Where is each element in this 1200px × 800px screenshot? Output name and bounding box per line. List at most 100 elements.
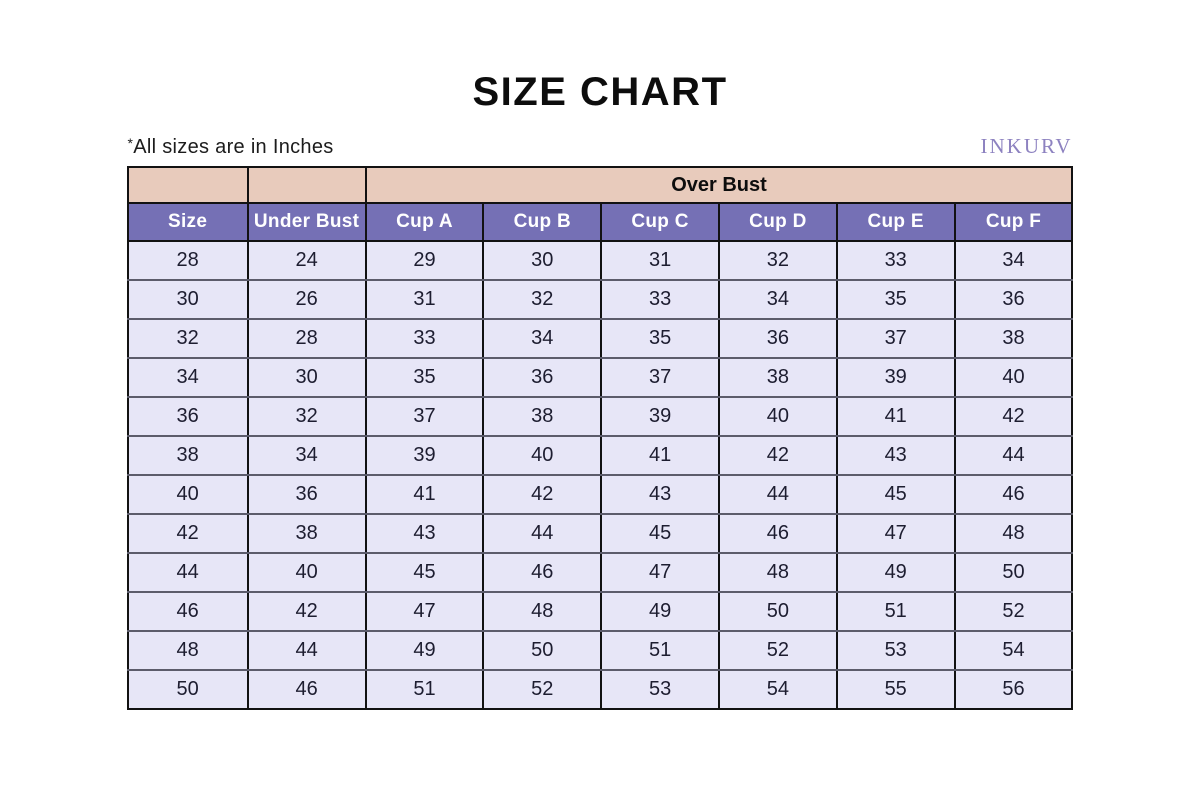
table-cell: 34 — [482, 318, 603, 359]
table-cell: 31 — [600, 240, 720, 281]
table-cell: 38 — [718, 357, 838, 398]
table-cell: 44 — [953, 435, 1074, 476]
table-cell: 42 — [718, 435, 838, 476]
column-header-cup-c: Cup C — [600, 202, 720, 242]
column-header-size: Size — [126, 202, 249, 242]
table-cell: 31 — [364, 279, 485, 320]
page-title: SIZE CHART — [472, 70, 728, 114]
table-cell: 32 — [126, 318, 249, 359]
table-cell: 50 — [126, 669, 249, 710]
table-cell: 45 — [364, 552, 485, 593]
column-header-cup-b: Cup B — [482, 202, 603, 242]
table-cell: 33 — [835, 240, 956, 281]
table-cell: 46 — [246, 669, 367, 710]
table-cell: 42 — [126, 513, 249, 554]
table-cell: 37 — [364, 396, 485, 437]
table-cell: 42 — [246, 591, 367, 632]
table-cell: 33 — [600, 279, 720, 320]
column-header-cup-f: Cup F — [953, 202, 1074, 242]
table-cell: 55 — [835, 669, 956, 710]
table-cell: 38 — [126, 435, 249, 476]
table-cell: 43 — [364, 513, 485, 554]
table-cell: 30 — [482, 240, 603, 281]
table-cell: 34 — [953, 240, 1074, 281]
table-cell: 49 — [600, 591, 720, 632]
table-cell: 52 — [482, 669, 603, 710]
table-cell: 41 — [600, 435, 720, 476]
table-cell: 34 — [246, 435, 367, 476]
table-row: 38 34 39 40 41 42 43 44 — [126, 435, 1074, 476]
table-cell: 44 — [246, 630, 367, 671]
table-cell: 32 — [482, 279, 603, 320]
table-cell: 56 — [953, 669, 1074, 710]
over-bust-group-header: Over Bust — [364, 166, 1074, 204]
table-cell: 51 — [600, 630, 720, 671]
table-cell: 52 — [953, 591, 1074, 632]
table-cell: 36 — [718, 318, 838, 359]
table-cell: 47 — [600, 552, 720, 593]
brand-logo: INKURV — [980, 134, 1073, 158]
table-cell: 51 — [835, 591, 956, 632]
table-cell: 24 — [246, 240, 367, 281]
table-cell: 30 — [126, 279, 249, 320]
table-cell: 48 — [953, 513, 1074, 554]
units-note-text: All sizes are in Inches — [133, 136, 334, 158]
meta-row: *All sizes are in Inches INKURV — [128, 134, 1073, 159]
table-cell: 35 — [835, 279, 956, 320]
table-cell: 35 — [364, 357, 485, 398]
table-cell: 54 — [718, 669, 838, 710]
table-cell: 49 — [364, 630, 485, 671]
table-cell: 41 — [835, 396, 956, 437]
table-cell: 37 — [835, 318, 956, 359]
table-row: 36 32 37 38 39 40 41 42 — [126, 396, 1074, 437]
table-cell: 44 — [126, 552, 249, 593]
table-cell: 34 — [126, 357, 249, 398]
table-cell: 40 — [246, 552, 367, 593]
table-cell: 45 — [835, 474, 956, 515]
group-header-row: Over Bust — [126, 166, 1074, 204]
table-cell: 54 — [953, 630, 1074, 671]
table-cell: 28 — [246, 318, 367, 359]
table-cell: 38 — [482, 396, 603, 437]
table-cell: 53 — [835, 630, 956, 671]
empty-header-size — [126, 166, 249, 204]
table-cell: 46 — [126, 591, 249, 632]
table-cell: 40 — [953, 357, 1074, 398]
table-cell: 47 — [364, 591, 485, 632]
table-cell: 50 — [718, 591, 838, 632]
table-cell: 42 — [953, 396, 1074, 437]
table-cell: 43 — [600, 474, 720, 515]
table-cell: 46 — [953, 474, 1074, 515]
table-cell: 36 — [126, 396, 249, 437]
table-cell: 53 — [600, 669, 720, 710]
table-cell: 40 — [126, 474, 249, 515]
table-cell: 35 — [600, 318, 720, 359]
units-note: *All sizes are in Inches — [128, 136, 334, 159]
table-cell: 51 — [364, 669, 485, 710]
empty-header-underbust — [246, 166, 367, 204]
table-cell: 32 — [718, 240, 838, 281]
table-cell: 45 — [600, 513, 720, 554]
table-cell: 34 — [718, 279, 838, 320]
table-row: 42 38 43 44 45 46 47 48 — [126, 513, 1074, 554]
table-cell: 44 — [718, 474, 838, 515]
table-cell: 48 — [718, 552, 838, 593]
table-cell: 46 — [482, 552, 603, 593]
table-cell: 52 — [718, 630, 838, 671]
table-cell: 44 — [482, 513, 603, 554]
table-cell: 42 — [482, 474, 603, 515]
column-header-row: Size Under Bust Cup A Cup B Cup C Cup D … — [126, 202, 1074, 242]
table-row: 46 42 47 48 49 50 51 52 — [126, 591, 1074, 632]
size-table-body: 28 24 29 30 31 32 33 34 30 26 31 32 33 34 35 36 32 28 33 34… — [126, 240, 1074, 710]
table-row: 30 26 31 32 33 34 35 36 — [126, 279, 1074, 320]
table-cell: 39 — [600, 396, 720, 437]
table-cell: 33 — [364, 318, 485, 359]
table-cell: 36 — [246, 474, 367, 515]
table-row: 50 46 51 52 53 54 55 56 — [126, 669, 1074, 710]
table-cell: 30 — [246, 357, 367, 398]
table-cell: 43 — [835, 435, 956, 476]
table-cell: 36 — [953, 279, 1074, 320]
table-cell: 48 — [126, 630, 249, 671]
table-cell: 39 — [835, 357, 956, 398]
